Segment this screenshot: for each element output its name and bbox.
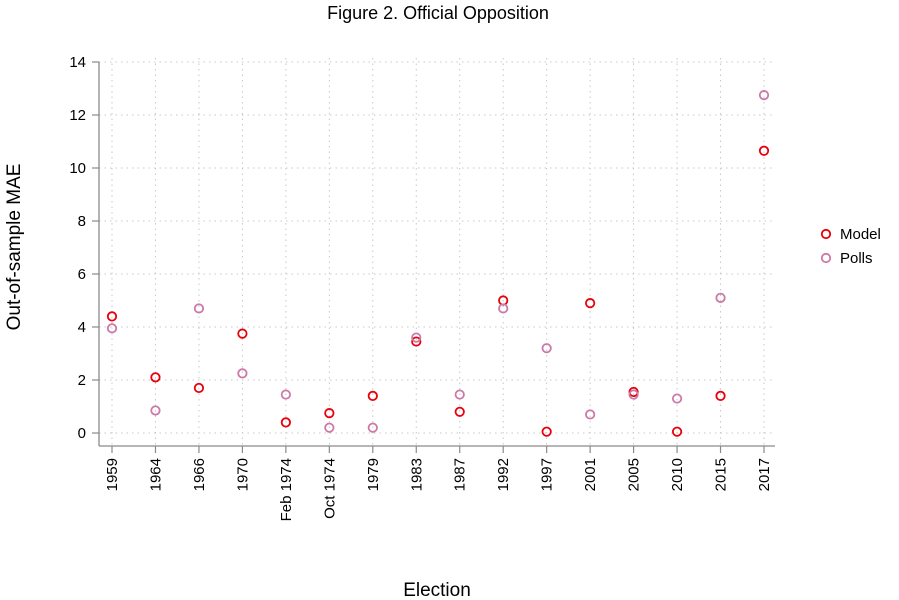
point-model-2017 [758, 145, 770, 156]
point-polls-2017 [758, 90, 770, 101]
x-tick-label-11: 2001 [582, 458, 599, 491]
point-polls-1979 [367, 422, 378, 433]
data-points [106, 90, 770, 437]
y-tick-label-0: 0 [78, 425, 86, 442]
legend-marker-polls [820, 252, 832, 264]
x-tick-label-3: 1970 [234, 458, 251, 491]
point-polls-1983 [411, 332, 422, 343]
point-model-2010 [671, 426, 683, 437]
x-tick-label-4: Feb 1974 [278, 458, 295, 521]
point-polls-1970 [237, 368, 248, 379]
point-model-1997 [541, 426, 552, 437]
x-tick-label-7: 1983 [408, 458, 425, 491]
y-tick-label-12: 12 [69, 107, 86, 124]
legend-label-polls: Polls [840, 250, 873, 267]
gridlines [99, 58, 775, 446]
point-polls-1964 [150, 405, 161, 416]
x-axis-label: Election [403, 580, 471, 600]
point-polls-2001 [585, 409, 596, 420]
point-polls-2010 [671, 393, 683, 404]
x-tick-label-14: 2015 [713, 458, 730, 491]
x-tick-label-6: 1979 [365, 458, 382, 491]
point-model-1964 [150, 372, 161, 383]
y-tick-label-4: 4 [78, 319, 86, 336]
point-model-2001 [585, 298, 596, 309]
y-tick-label-6: 6 [78, 266, 86, 283]
point-model-1966 [193, 382, 205, 394]
point-model-1970 [237, 328, 248, 339]
legend-label-model: Model [840, 226, 881, 243]
y-tick-label-8: 8 [78, 213, 86, 230]
point-model-1959 [106, 311, 118, 322]
point-polls-2005 [628, 389, 639, 400]
x-tick-label-13: 2010 [669, 458, 686, 491]
legend: Model Polls [820, 226, 881, 267]
y-tick-label-14: 14 [69, 54, 86, 71]
x-tick-label-10: 1997 [539, 458, 556, 491]
x-tick-label-8: 1987 [452, 458, 469, 491]
y-tick-label-2: 2 [78, 372, 86, 389]
point-polls-2015 [715, 292, 726, 303]
point-polls-1959 [106, 323, 118, 334]
point-polls-oct-1974 [324, 422, 335, 433]
x-tick-label-5: Oct 1974 [321, 458, 338, 519]
x-tick-label-15: 2017 [756, 458, 773, 491]
legend-marker-model [820, 228, 832, 240]
x-tick-label-1: 1964 [147, 458, 164, 491]
point-model-2015 [715, 390, 726, 401]
point-polls-1997 [541, 343, 552, 354]
point-model-oct-1974 [324, 408, 335, 419]
point-polls-1992 [498, 303, 509, 314]
point-model-1983 [411, 336, 422, 347]
point-model-1979 [367, 390, 378, 401]
x-tick-label-2: 1966 [191, 458, 208, 491]
point-polls-1966 [193, 303, 205, 314]
point-model-feb-1974 [280, 417, 291, 428]
x-tick-label-9: 1992 [495, 458, 512, 491]
axes: 0 2 4 6 8 10 12 14 1959 1964 1966 1970 Feb 1974 Oct 1… [69, 54, 775, 521]
y-tick-label-10: 10 [69, 160, 86, 177]
x-tick-label-0: 1959 [104, 458, 121, 491]
chart-title: Figure 2. Official Opposition [327, 3, 549, 23]
point-polls-1987 [454, 389, 465, 400]
x-tick-label-12: 2005 [626, 458, 643, 491]
point-polls-feb-1974 [280, 389, 291, 400]
point-model-1987 [454, 406, 465, 417]
y-axis-label: Out-of-sample MAE [4, 164, 25, 331]
